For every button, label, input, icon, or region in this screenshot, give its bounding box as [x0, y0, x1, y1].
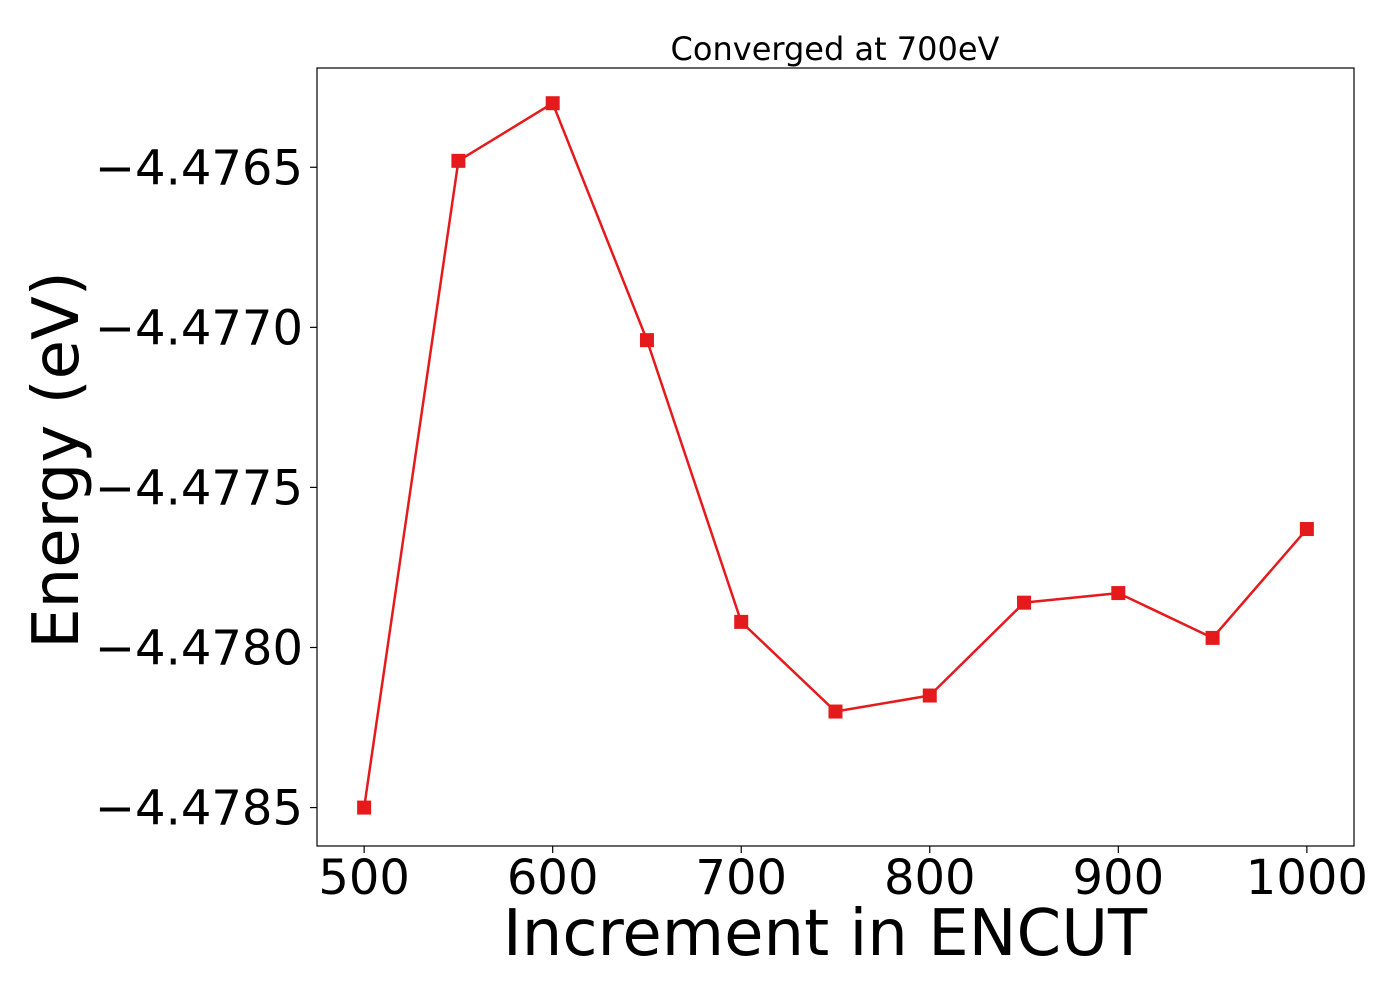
- y-tick-label: −4.4775: [95, 460, 303, 516]
- data-point: [639, 333, 654, 348]
- data-point: [357, 800, 372, 815]
- y-axis-label: Energy (eV): [20, 271, 94, 649]
- data-point: [545, 96, 560, 111]
- x-axis: 500 600 700 800 900 1000: [318, 846, 1368, 906]
- data-point: [828, 704, 843, 719]
- x-tick-label: 1000: [1246, 850, 1368, 906]
- x-tick-label: 600: [507, 850, 599, 906]
- x-tick-label: 700: [695, 850, 787, 906]
- data-point: [451, 153, 466, 168]
- y-tick-label: −4.4770: [95, 300, 303, 356]
- data-point: [1111, 586, 1126, 601]
- data-point: [1205, 630, 1220, 645]
- y-tick-label: −4.4780: [95, 620, 303, 676]
- y-axis: −4.4765 −4.4770 −4.4775 −4.4780 −4.4785: [95, 140, 317, 837]
- chart-title: Converged at 700eV: [671, 30, 1000, 68]
- y-tick-label: −4.4785: [95, 781, 303, 837]
- series-markers: [357, 96, 1314, 815]
- x-tick-label: 500: [318, 850, 410, 906]
- data-point: [734, 614, 749, 629]
- data-point: [1017, 595, 1032, 610]
- data-point: [1299, 522, 1314, 537]
- plot-frame: [316, 67, 1355, 847]
- series-line: [362, 101, 1308, 808]
- x-tick-label: 900: [1073, 850, 1165, 906]
- series-lines: [362, 101, 1308, 808]
- y-tick-label: −4.4765: [95, 140, 303, 196]
- data-point: [922, 688, 937, 703]
- x-tick-label: 800: [884, 850, 976, 906]
- x-axis-label: Increment in ENCUT: [503, 897, 1148, 971]
